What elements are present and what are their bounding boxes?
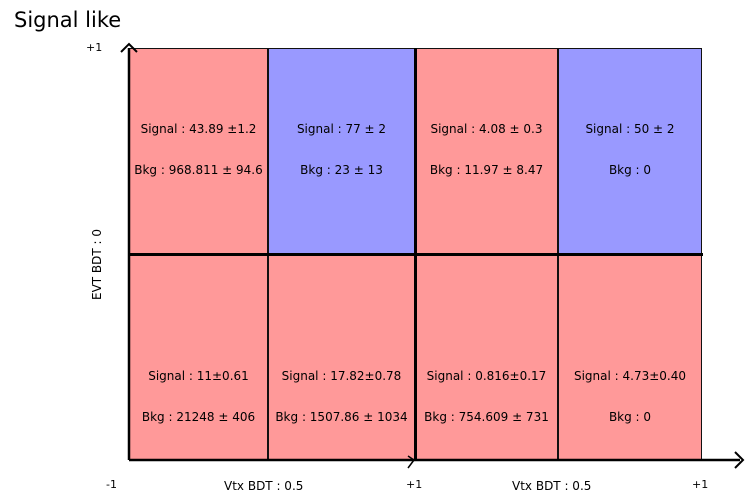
- cell-background-yield: Bkg : 0: [608, 163, 652, 178]
- figure-title: Signal like: [14, 8, 122, 32]
- x-axis-label-left: Vtx BDT : 0.5: [224, 479, 304, 493]
- cell-background-yield: Bkg : 11.97 ± 8.47: [429, 163, 544, 178]
- x-mid-tick: +1: [406, 478, 423, 491]
- x-left-tick: -1: [106, 478, 117, 491]
- x-right-tick: +1: [692, 478, 709, 491]
- category-cell-r0-c1: Signal : 77 ± 2 Bkg : 23 ± 13: [268, 48, 415, 254]
- mid-axis-break-mark: [407, 455, 416, 469]
- category-cell-r0-c2: Signal : 4.08 ± 0.3 Bkg : 11.97 ± 8.47: [415, 48, 558, 254]
- cell-signal-yield: Signal : 11±0.61: [148, 369, 249, 384]
- y-top-tick: +1: [86, 41, 103, 54]
- cell-signal-yield: Signal : 50 ± 2: [585, 122, 675, 137]
- cell-background-yield: Bkg : 968.811 ± 94.6: [134, 163, 263, 178]
- cell-signal-yield: Signal : 17.82±0.78: [281, 369, 402, 384]
- mid-horizontal-divider: [128, 253, 703, 256]
- cell-background-yield: Bkg : 21248 ± 406: [141, 410, 256, 425]
- y-axis-arrowhead: [120, 42, 138, 53]
- cell-background-yield: Bkg : 0: [608, 410, 652, 425]
- category-cell-r1-c2: Signal : 0.816±0.17 Bkg : 754.609 ± 731: [415, 254, 558, 460]
- cell-background-yield: Bkg : 23 ± 13: [300, 163, 383, 178]
- cell-signal-yield: Signal : 43.89 ±1.2: [140, 122, 257, 137]
- cell-signal-yield: Signal : 4.73±0.40: [573, 369, 687, 384]
- cell-background-yield: Bkg : 754.609 ± 731: [424, 410, 549, 425]
- cell-background-yield: Bkg : 1507.86 ± 1034: [275, 410, 408, 425]
- cell-signal-yield: Signal : 4.08 ± 0.3: [430, 122, 543, 137]
- x-axis-arrowhead: [734, 451, 745, 469]
- x-axis-label-right: Vtx BDT : 0.5: [512, 479, 592, 493]
- cell-signal-yield: Signal : 0.816±0.17: [426, 369, 547, 384]
- category-cell-r1-c3: Signal : 4.73±0.40 Bkg : 0: [558, 254, 702, 460]
- y-axis-label: EVT BDT : 0: [90, 228, 104, 300]
- category-cell-r0-c3: Signal : 50 ± 2 Bkg : 0: [558, 48, 702, 254]
- category-cell-r0-c0: Signal : 43.89 ±1.2 Bkg : 968.811 ± 94.6: [129, 48, 268, 254]
- cell-signal-yield: Signal : 77 ± 2: [296, 122, 387, 137]
